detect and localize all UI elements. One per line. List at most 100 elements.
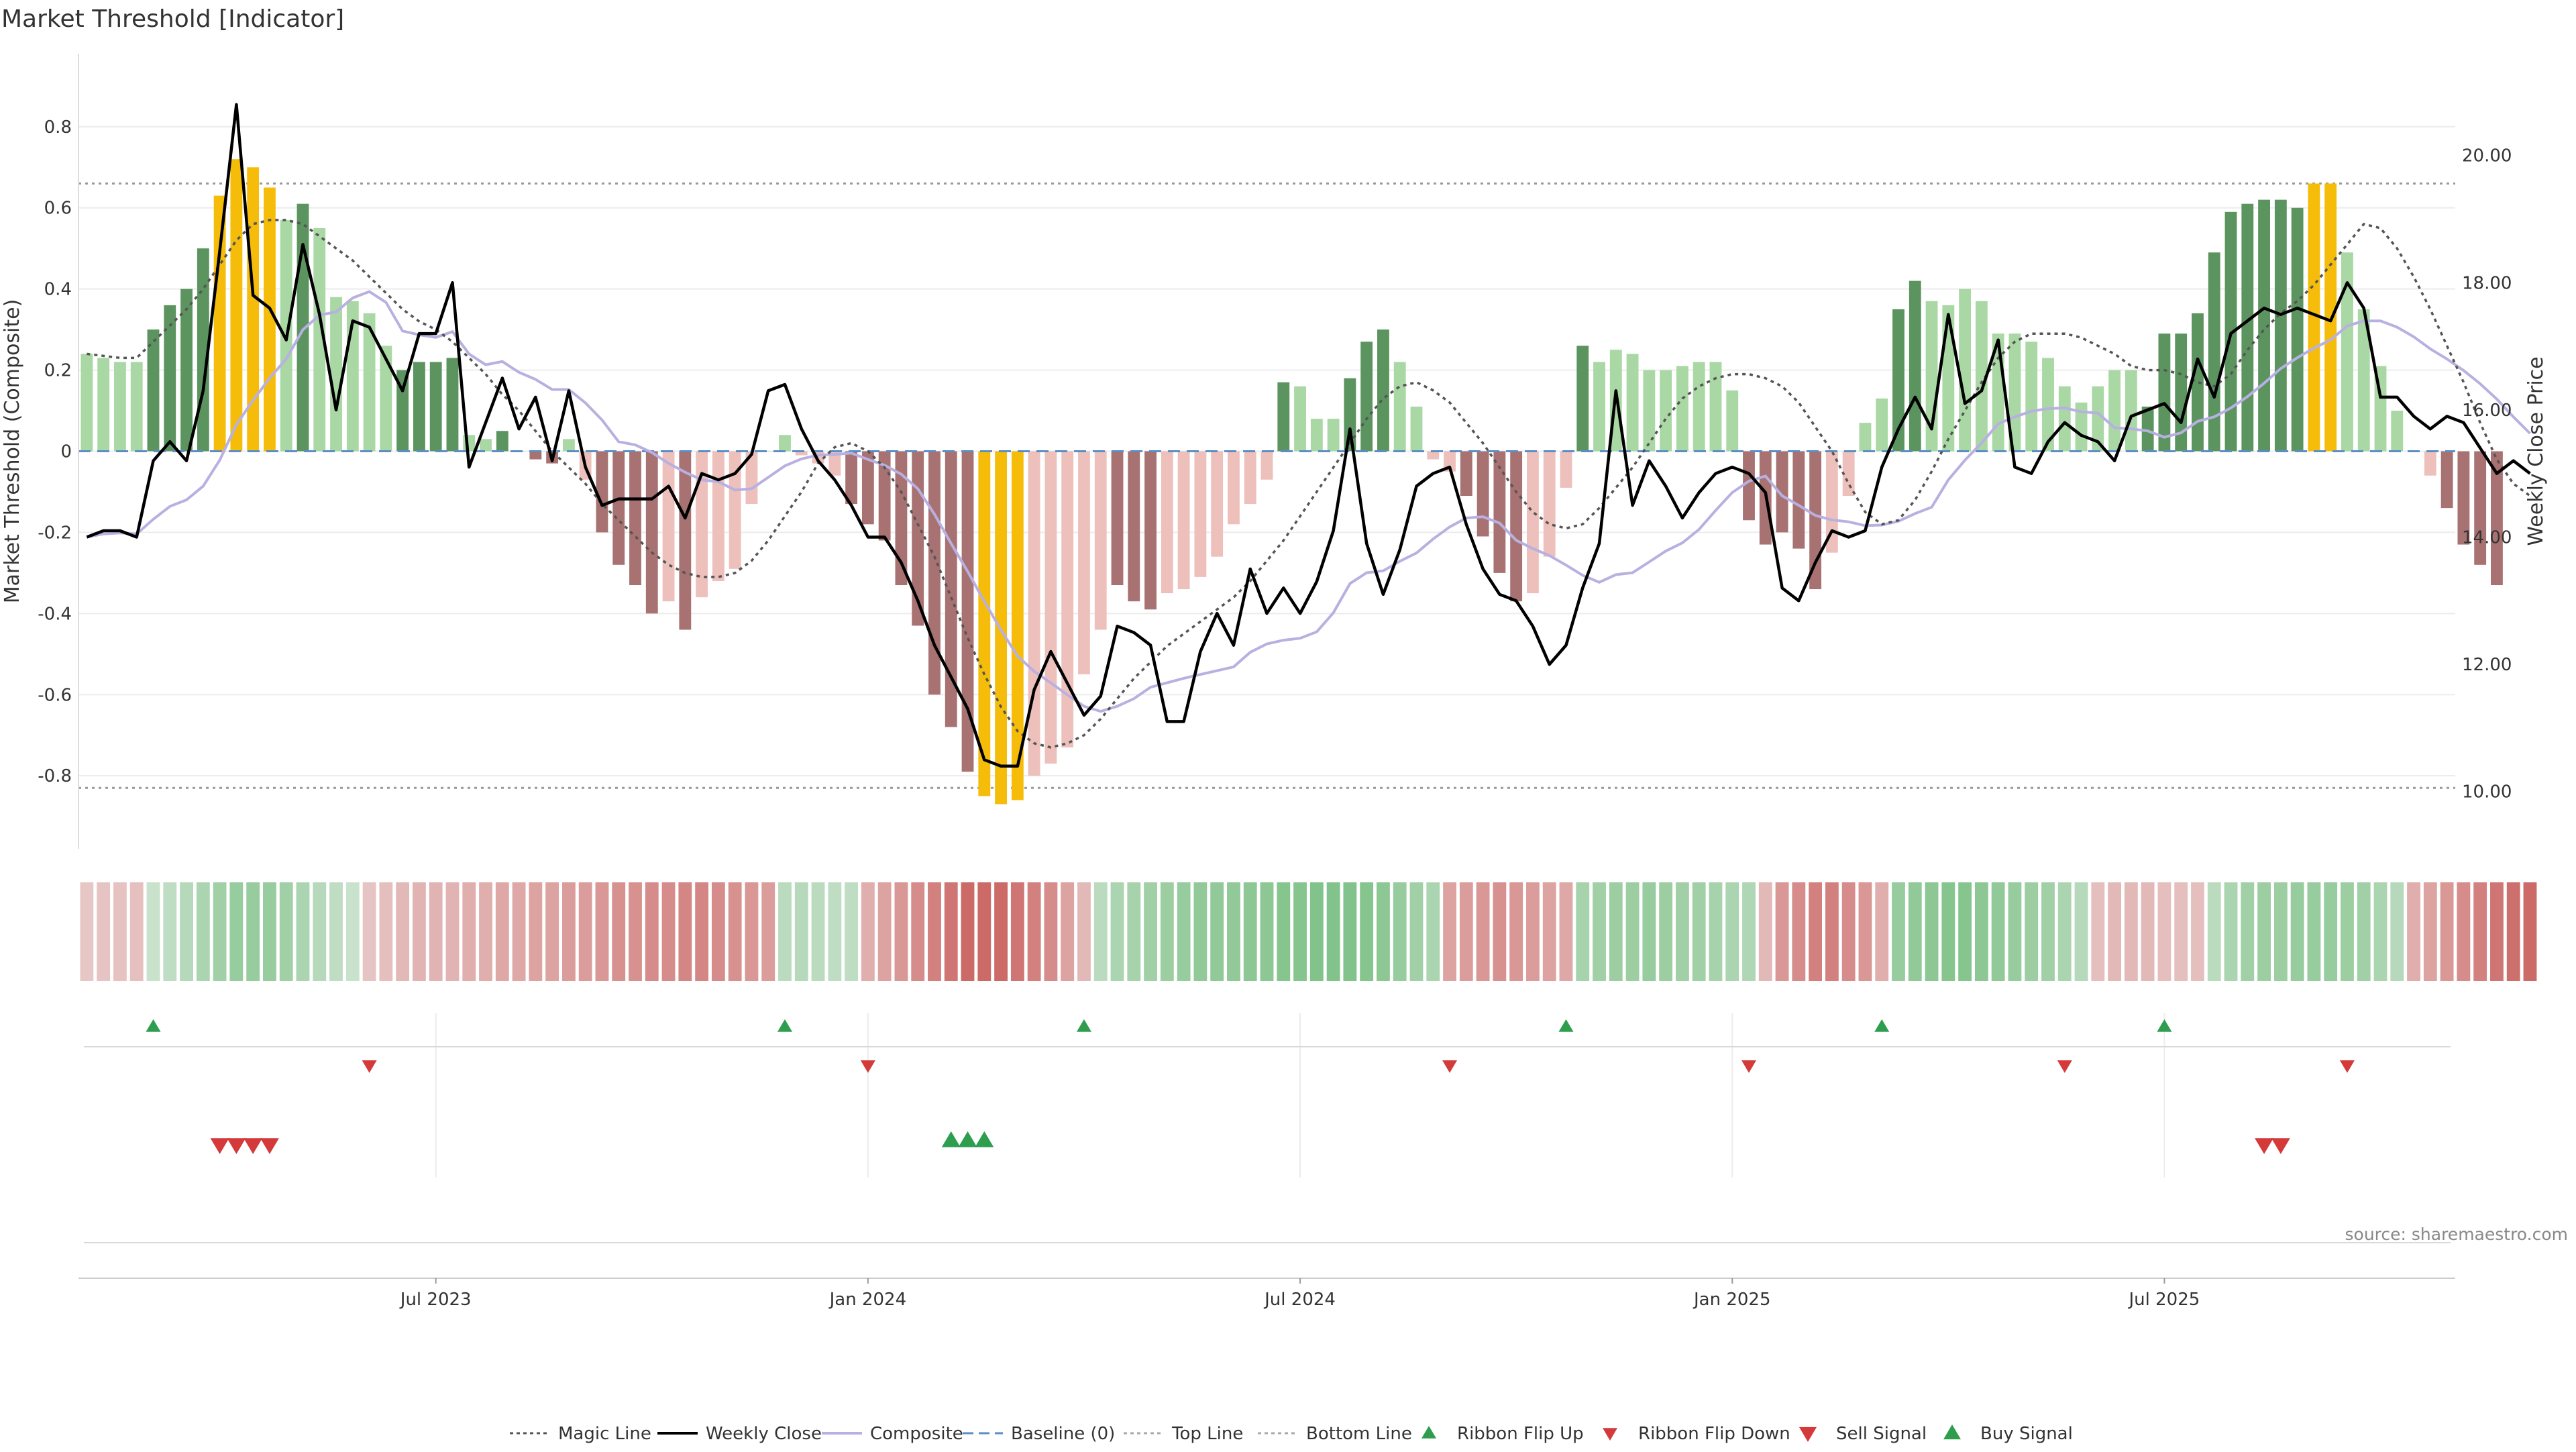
y2-tick-label: 16.00 <box>2462 401 2512 421</box>
composite-bar <box>961 451 974 772</box>
ribbon-cell <box>761 882 775 981</box>
ribbon-cell <box>1393 882 1407 981</box>
composite-bar <box>845 451 858 505</box>
composite-bar <box>2092 386 2104 452</box>
ribbon-cell <box>1858 882 1872 981</box>
ribbon-cell <box>2390 882 2404 981</box>
ribbon-cell <box>413 882 426 981</box>
y-tick-label: 0 <box>60 442 72 462</box>
ribbon-cell <box>1044 882 1058 981</box>
ribbon-cell <box>445 882 460 981</box>
ribbon-cell <box>2207 882 2221 981</box>
composite-bar <box>1294 386 1306 452</box>
y-tick-label: -0.6 <box>38 685 72 705</box>
composite-bar <box>645 451 658 614</box>
ribbon-cell <box>196 882 210 981</box>
ribbon-cell <box>794 882 808 981</box>
composite-bar <box>1709 362 1722 452</box>
composite-bar <box>1128 451 1140 602</box>
ribbon-cell <box>2341 882 2354 981</box>
composite-bar <box>230 159 243 452</box>
ribbon-cell <box>1509 882 1523 981</box>
y-axis-label: Market Threshold (Composite) <box>1 299 24 604</box>
y-tick-label: 0.8 <box>44 117 72 138</box>
ribbon-cell <box>462 882 476 981</box>
ribbon-cell <box>2057 882 2072 981</box>
composite-bar <box>1726 390 1739 452</box>
ribbon-cell <box>1459 882 1473 981</box>
ribbon-cell <box>661 882 676 981</box>
composite-bar <box>2141 406 2154 452</box>
ribbon-cell <box>678 882 692 981</box>
composite-bar <box>1211 451 1224 557</box>
ribbon-flip-up-marker <box>2157 1019 2172 1032</box>
ribbon-cell <box>1061 882 1075 981</box>
ribbon-cell <box>1377 882 1390 981</box>
ribbon-cell <box>1193 882 1208 981</box>
composite-bar <box>1410 406 1423 452</box>
composite-bar <box>529 451 542 460</box>
composite-bar <box>861 451 874 525</box>
composite-bar <box>2291 207 2304 452</box>
composite-bar <box>1244 451 1256 505</box>
composite-bar <box>1260 451 1273 480</box>
ribbon-cell <box>1659 882 1673 981</box>
composite-bar <box>2058 386 2071 452</box>
ribbon-cell <box>2041 882 2055 981</box>
ribbon-cell <box>2157 882 2171 981</box>
composite-bar <box>2357 309 2370 452</box>
composite-bar <box>2075 402 2088 452</box>
composite-bar <box>945 451 957 727</box>
composite-bar <box>396 370 409 452</box>
composite-bar <box>1061 451 1074 747</box>
ribbon-cell <box>2490 882 2504 981</box>
ribbon-cell <box>811 882 825 981</box>
ribbon-cell <box>1675 882 1689 981</box>
ribbon-cell <box>2074 882 2088 981</box>
legend-item-buy-signal-swatch <box>1943 1424 1961 1440</box>
ribbon-cell <box>545 882 559 981</box>
buy-signal-marker <box>975 1131 994 1147</box>
ribbon-cell <box>1110 882 1124 981</box>
ribbon-cell <box>2407 882 2420 981</box>
x-tick-label: Jan 2025 <box>1693 1290 1771 1310</box>
ribbon-cell <box>2025 882 2039 981</box>
ribbon-cell <box>329 882 343 981</box>
composite-bar <box>1444 451 1456 472</box>
x-tick-label: Jan 2024 <box>828 1290 907 1310</box>
ribbon-flip-down-marker <box>1741 1060 1757 1073</box>
weekly-close-line <box>86 103 2531 768</box>
ribbon-cell <box>1077 882 1091 981</box>
composite-bar <box>1876 398 1888 452</box>
signal-markers <box>84 1131 2451 1243</box>
ribbon-cell <box>213 882 227 981</box>
ribbon-cell <box>296 882 310 981</box>
composite-bar <box>2158 333 2171 452</box>
composite-bar <box>2391 411 2404 452</box>
ribbon-strip <box>80 882 2537 981</box>
ribbon-cell <box>1593 882 1606 981</box>
composite-bar <box>446 358 459 452</box>
ribbon-cell <box>80 882 94 981</box>
ribbon-cell <box>1144 882 1157 981</box>
ribbon-cell <box>778 882 792 981</box>
composite-bar <box>978 451 991 796</box>
ribbon-cell <box>379 882 393 981</box>
composite-bar <box>1360 342 1373 452</box>
composite-bar <box>380 346 392 452</box>
ribbon-cell <box>1027 882 1041 981</box>
ribbon-cell <box>313 882 327 981</box>
ribbon-flip-down-marker <box>2057 1060 2072 1073</box>
ribbon-cell <box>2091 882 2105 981</box>
composite-bar <box>1111 451 1124 586</box>
composite-bar <box>828 451 841 476</box>
legend-item-ribbon-flip-down-label: Ribbon Flip Down <box>1638 1424 1790 1444</box>
composite-bar <box>1144 451 1157 610</box>
composite-bar <box>2241 203 2254 452</box>
composite-bar <box>164 305 176 452</box>
overlay-lines <box>78 103 2531 768</box>
magic-line <box>87 219 2531 749</box>
composite-bar <box>1177 451 1190 590</box>
composite-bar <box>1011 451 1024 800</box>
